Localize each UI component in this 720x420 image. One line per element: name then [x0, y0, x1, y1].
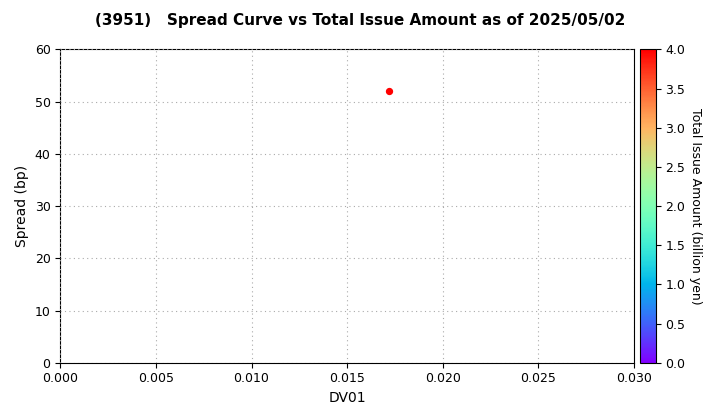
X-axis label: DV01: DV01: [328, 391, 366, 405]
Y-axis label: Total Issue Amount (billion yen): Total Issue Amount (billion yen): [689, 108, 702, 304]
Y-axis label: Spread (bp): Spread (bp): [15, 165, 29, 247]
Point: [384, 88, 395, 94]
Text: (3951)   Spread Curve vs Total Issue Amount as of 2025/05/02: (3951) Spread Curve vs Total Issue Amoun…: [95, 13, 625, 28]
